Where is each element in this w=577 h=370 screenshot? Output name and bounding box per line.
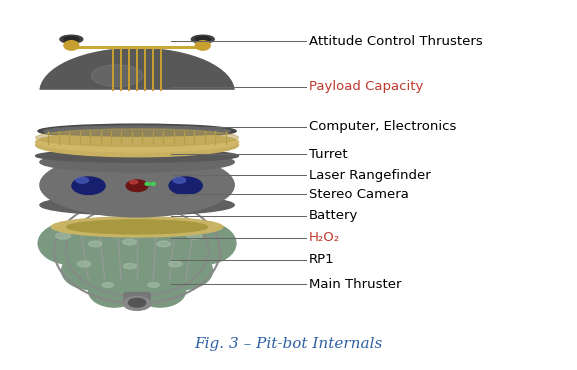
Circle shape	[38, 222, 104, 265]
Ellipse shape	[55, 233, 70, 239]
Ellipse shape	[126, 180, 148, 192]
Text: Computer, Electronics: Computer, Electronics	[309, 120, 456, 133]
Ellipse shape	[192, 35, 214, 43]
Circle shape	[108, 254, 166, 291]
Ellipse shape	[40, 195, 234, 215]
Circle shape	[107, 229, 167, 268]
Circle shape	[64, 41, 79, 50]
Ellipse shape	[88, 241, 102, 247]
Text: Turret: Turret	[309, 148, 347, 161]
Ellipse shape	[36, 129, 238, 147]
Circle shape	[170, 222, 236, 265]
Ellipse shape	[36, 149, 238, 162]
Circle shape	[62, 252, 121, 290]
Ellipse shape	[129, 298, 145, 307]
Text: Battery: Battery	[309, 209, 358, 222]
Ellipse shape	[91, 65, 143, 87]
Ellipse shape	[60, 35, 83, 43]
Ellipse shape	[77, 261, 91, 267]
Text: Payload Capacity: Payload Capacity	[309, 80, 423, 93]
Ellipse shape	[40, 153, 234, 217]
Ellipse shape	[173, 177, 186, 183]
Circle shape	[134, 274, 186, 307]
Text: Stereo Camera: Stereo Camera	[309, 188, 409, 201]
Ellipse shape	[169, 177, 202, 195]
Ellipse shape	[64, 37, 79, 42]
Ellipse shape	[44, 126, 230, 136]
Text: Main Thruster: Main Thruster	[309, 278, 401, 290]
Ellipse shape	[35, 127, 239, 141]
Ellipse shape	[102, 282, 114, 287]
Ellipse shape	[76, 177, 88, 183]
Ellipse shape	[123, 263, 136, 269]
Ellipse shape	[187, 233, 202, 239]
Circle shape	[141, 231, 201, 270]
Ellipse shape	[67, 220, 207, 234]
Ellipse shape	[123, 296, 151, 310]
Text: RP1: RP1	[309, 253, 334, 266]
Ellipse shape	[148, 282, 159, 287]
Ellipse shape	[36, 132, 238, 152]
Ellipse shape	[40, 48, 234, 136]
Ellipse shape	[36, 133, 238, 157]
Circle shape	[153, 252, 212, 290]
Ellipse shape	[123, 239, 136, 245]
Ellipse shape	[196, 37, 210, 42]
Text: H₂O₂: H₂O₂	[309, 231, 340, 244]
Circle shape	[145, 182, 149, 185]
Circle shape	[151, 182, 155, 185]
Circle shape	[73, 231, 133, 270]
Ellipse shape	[157, 241, 171, 247]
Ellipse shape	[72, 177, 105, 195]
Bar	[21, 90, 254, 136]
FancyBboxPatch shape	[124, 293, 150, 305]
Text: Laser Rangefinder: Laser Rangefinder	[309, 169, 430, 182]
Text: Attitude Control Thrusters: Attitude Control Thrusters	[309, 34, 482, 47]
Ellipse shape	[130, 180, 138, 184]
Circle shape	[196, 41, 210, 50]
Circle shape	[88, 274, 140, 307]
Ellipse shape	[168, 261, 182, 267]
Ellipse shape	[51, 217, 223, 237]
Ellipse shape	[40, 152, 234, 172]
Text: Fig. 3 – Pit-bot Internals: Fig. 3 – Pit-bot Internals	[194, 337, 383, 351]
Ellipse shape	[38, 124, 236, 138]
